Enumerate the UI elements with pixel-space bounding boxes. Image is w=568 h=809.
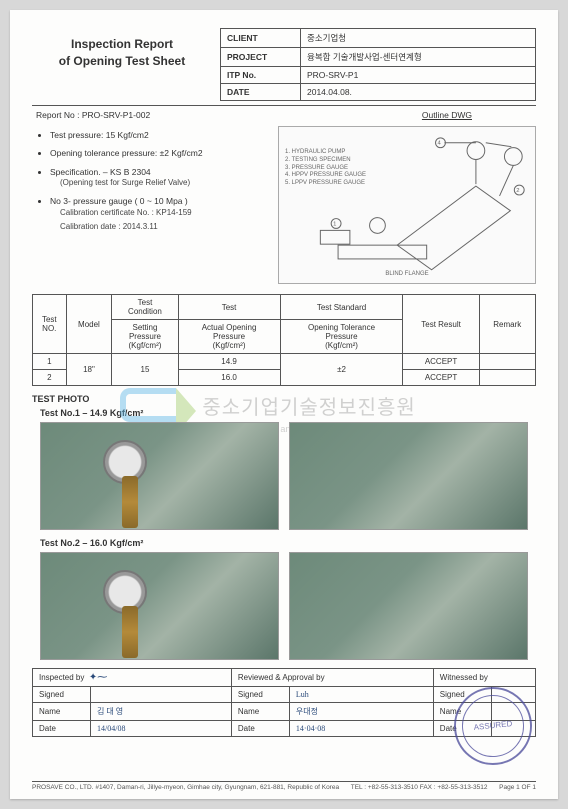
outline-dwg-label: Outline DWG bbox=[422, 110, 472, 120]
th-testno: Test NO. bbox=[33, 295, 67, 354]
footer-mid: TEL : +82-55-313-3510 FAX : +82-55-313-3… bbox=[351, 784, 488, 791]
bullet-spec: Specification. – KS B 2304 (Opening test… bbox=[50, 167, 272, 189]
report-no: Report No : PRO-SRV-P1-002 bbox=[36, 110, 150, 120]
bullet-gauge: No 3- pressure gauge ( 0 ~ 10 Mpa ) Cali… bbox=[50, 196, 272, 233]
witnessed-by-label: Witnessed by bbox=[433, 669, 535, 687]
client-label: CLIENT bbox=[221, 29, 301, 48]
th-setting: Setting Pressure (Kgf/cm²) bbox=[112, 320, 178, 354]
report-number-row: Report No : PRO-SRV-P1-002 Outline DWG bbox=[32, 105, 536, 126]
th-tol: Opening Tolerance Pressure (Kgf/cm²) bbox=[280, 320, 403, 354]
bullet-tolerance: Opening tolerance pressure: ±2 Kgf/cm2 bbox=[50, 148, 272, 159]
page-footer: PROSAVE CO., LTD. #1407, Daman-ri, Jilly… bbox=[32, 781, 536, 791]
bullet-cal-date: Calibration date : 2014.3.11 bbox=[60, 222, 272, 233]
th-remark: Remark bbox=[479, 295, 535, 354]
title-line1: Inspection Report bbox=[32, 36, 212, 53]
th-actual: Actual Opening Pressure (Kgf/cm²) bbox=[178, 320, 280, 354]
bullet-test-pressure: Test pressure: 15 Kgf/cm2 bbox=[50, 130, 272, 141]
test2-photos bbox=[32, 552, 536, 660]
results-table: Test NO. Model Test Condition Test Test … bbox=[32, 294, 536, 386]
mid-section: Test pressure: 15 Kgf/cm2 Opening tolera… bbox=[32, 126, 536, 284]
date-label: DATE bbox=[221, 84, 301, 101]
inspection-report-page: Inspection Report of Opening Test Sheet … bbox=[10, 10, 558, 799]
date-value: 2014.04.08. bbox=[301, 84, 536, 101]
th-model: Model bbox=[66, 295, 112, 354]
th-cond: Test Condition bbox=[112, 295, 178, 320]
test2-label: Test No.2 – 16.0 Kgf/cm² bbox=[40, 538, 536, 548]
photo-test1-valve bbox=[289, 422, 528, 530]
svg-text:1: 1 bbox=[333, 221, 336, 227]
svg-text:4: 4 bbox=[438, 141, 442, 147]
itp-label: ITP No. bbox=[221, 67, 301, 84]
project-label: PROJECT bbox=[221, 48, 301, 67]
test1-photos bbox=[32, 422, 536, 530]
svg-text:2: 2 bbox=[516, 188, 519, 194]
blind-flange-label: BLIND FLANGE bbox=[385, 271, 428, 277]
itp-value: PRO-SRV-P1 bbox=[301, 67, 536, 84]
client-value: 중소기업청 bbox=[301, 29, 536, 48]
title-line2: of Opening Test Sheet bbox=[32, 53, 212, 70]
photo-test2-valve bbox=[289, 552, 528, 660]
photo-test1-gauge bbox=[40, 422, 279, 530]
meta-table: CLIENT중소기업청 PROJECT융복합 기술개발사업-센터연계형 ITP … bbox=[220, 28, 536, 101]
header: Inspection Report of Opening Test Sheet … bbox=[32, 28, 536, 101]
bullet-spec-sub: (Opening test for Surge Relief Valve) bbox=[60, 178, 272, 189]
photo-test2-gauge bbox=[40, 552, 279, 660]
bullet-cal-no: Calibration certificate No. : KP14-159 bbox=[60, 208, 272, 219]
report-title: Inspection Report of Opening Test Sheet bbox=[32, 28, 212, 101]
th-std: Test Standard bbox=[280, 295, 403, 320]
reviewed-by-label: Reviewed & Approval by bbox=[231, 669, 433, 687]
inspected-by-label: Inspected by ✦⁓ bbox=[33, 669, 232, 687]
spec-bullets: Test pressure: 15 Kgf/cm2 Opening tolera… bbox=[32, 126, 272, 284]
footer-left: PROSAVE CO., LTD. #1407, Daman-ri, Jilly… bbox=[32, 784, 339, 791]
table-row: 1 18" 15 14.9 ±2 ACCEPT bbox=[33, 354, 536, 370]
diagram-svg: 4 2 1 bbox=[279, 127, 535, 283]
th-result: Test Result bbox=[403, 295, 479, 354]
outline-diagram: 1. HYDRAULIC PUMP 2. TESTING SPECIMEN 3.… bbox=[278, 126, 536, 284]
footer-right: Page 1 OF 1 bbox=[499, 784, 536, 791]
test-photo-heading: TEST PHOTO bbox=[32, 394, 536, 404]
project-value: 융복합 기술개발사업-센터연계형 bbox=[301, 48, 536, 67]
test1-label: Test No.1 – 14.9 Kgf/cm² bbox=[40, 408, 536, 418]
th-test: Test bbox=[178, 295, 280, 320]
